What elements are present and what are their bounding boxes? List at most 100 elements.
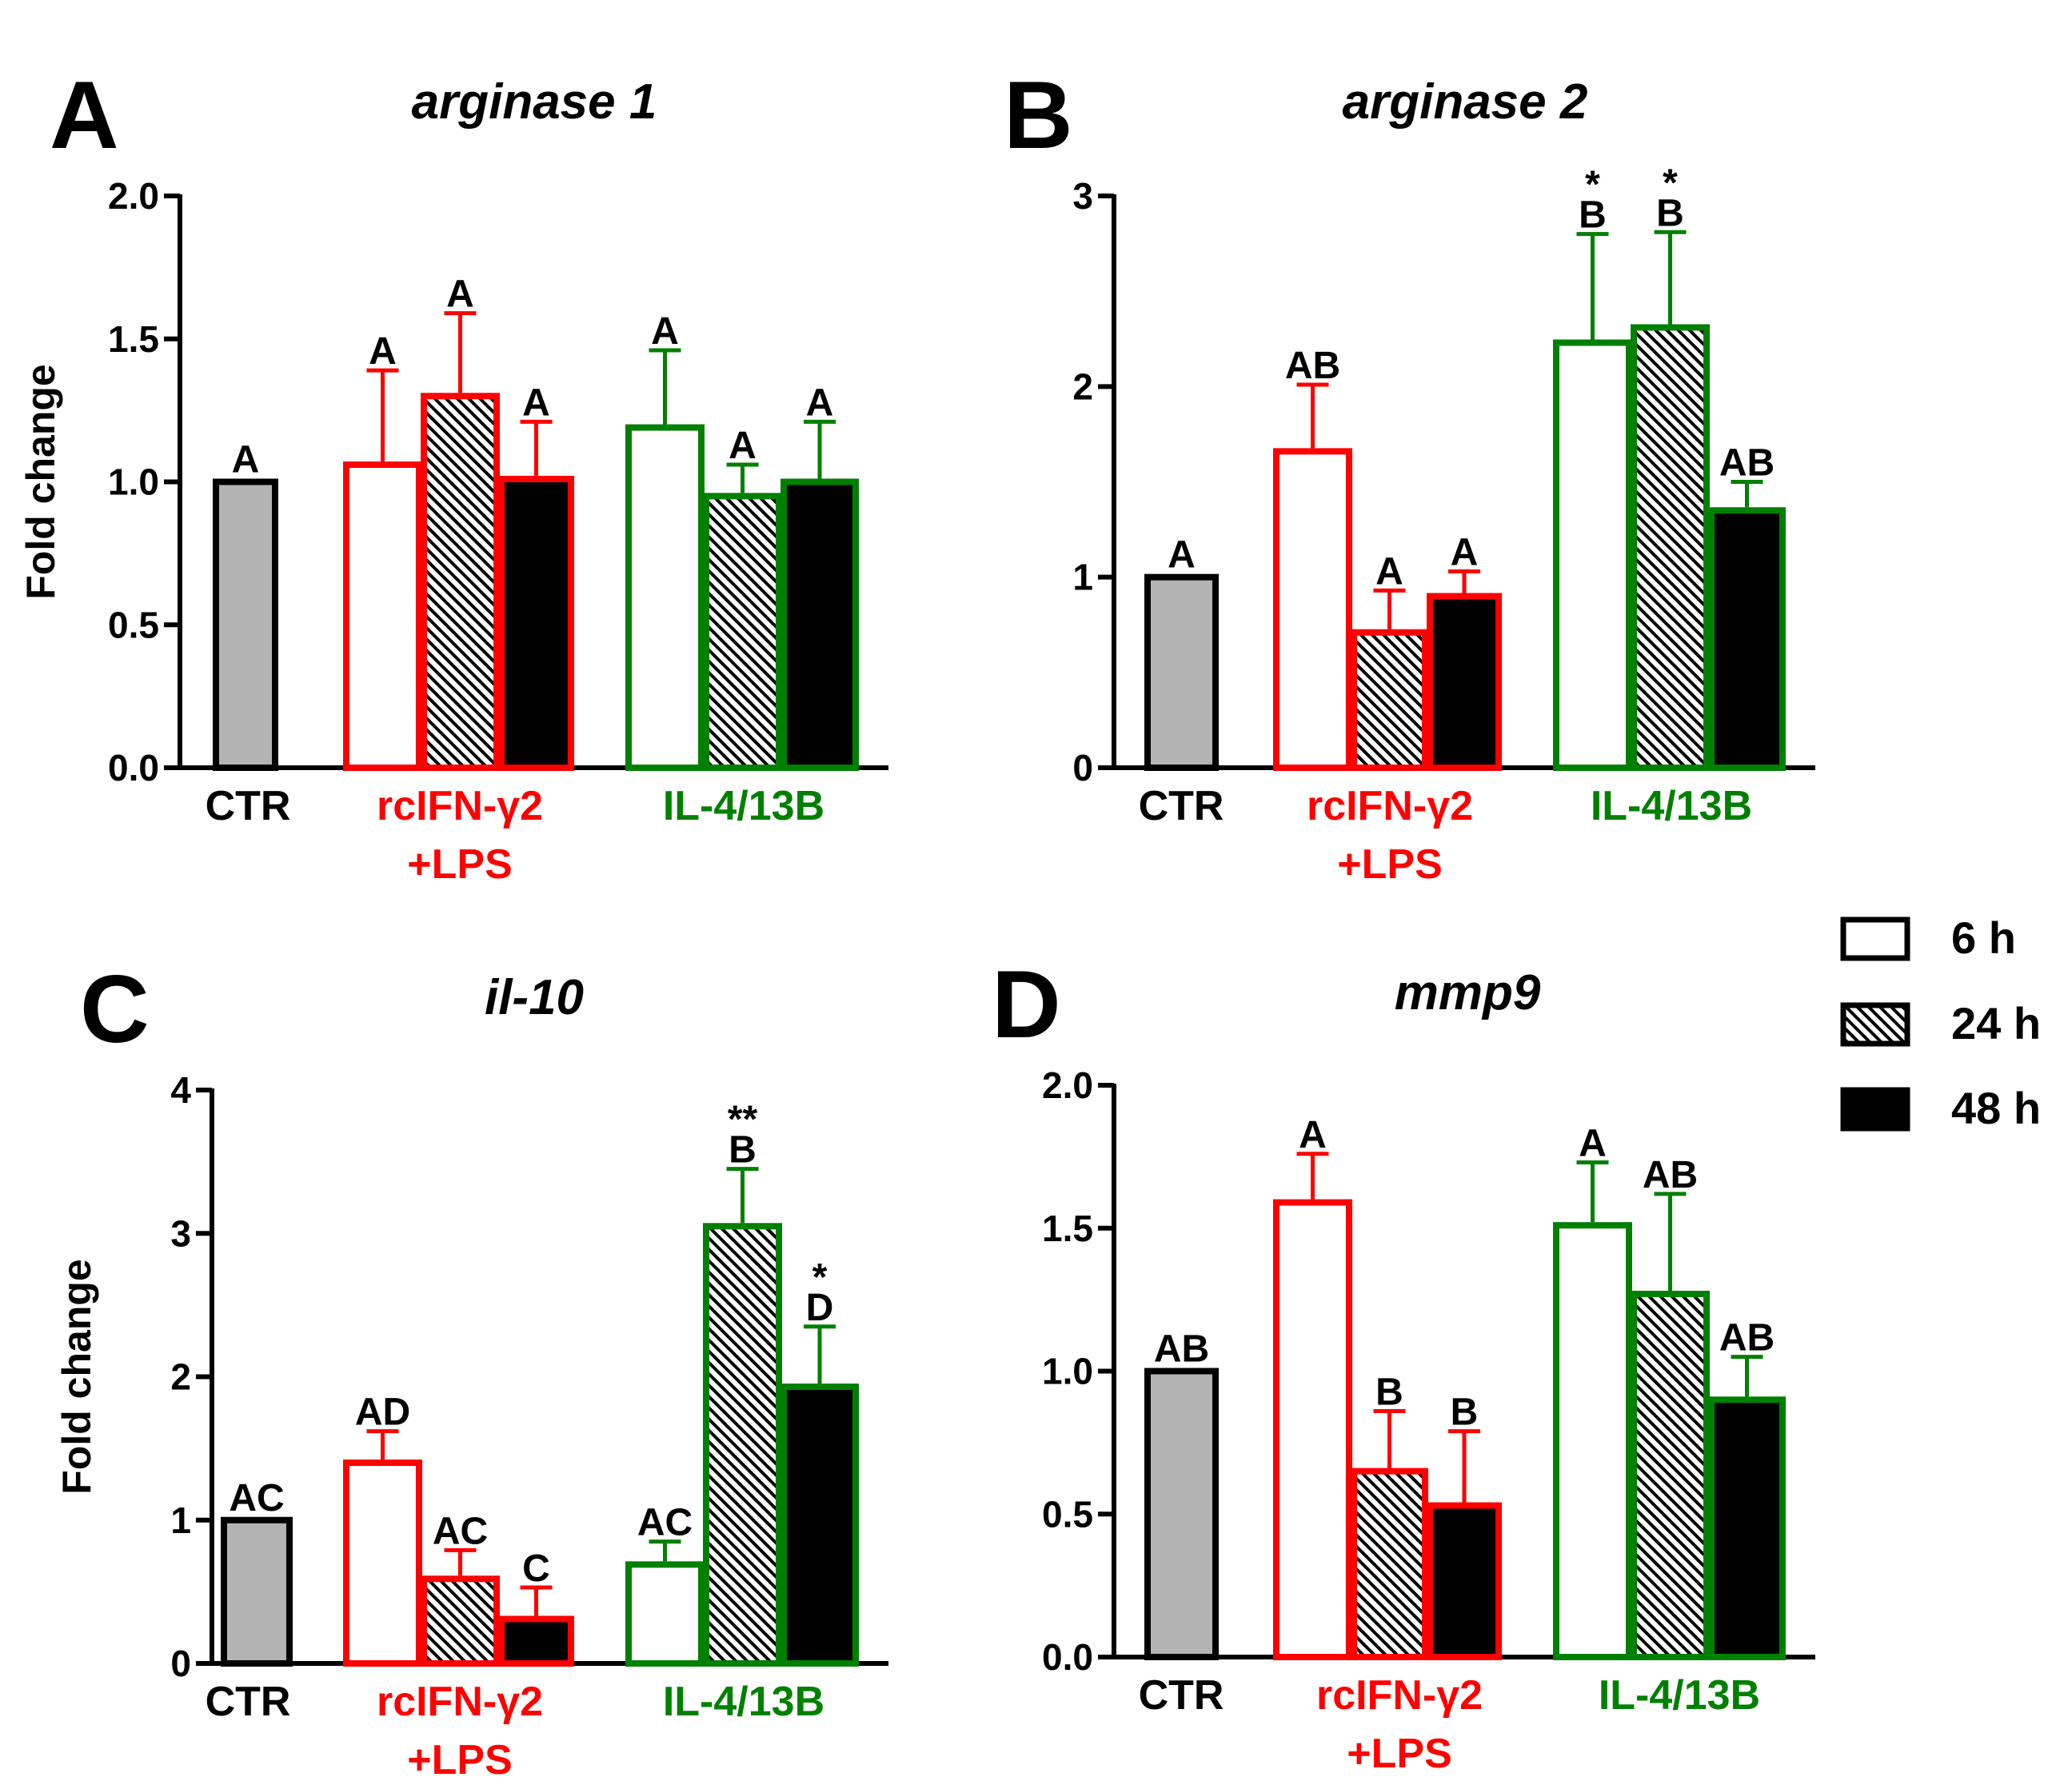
bar-il4-6h bbox=[1553, 1222, 1632, 1661]
y-tick-label: 2.0 bbox=[108, 175, 159, 217]
bar-ctr-CTR bbox=[1144, 573, 1219, 772]
significance-label: AB bbox=[1719, 1317, 1775, 1360]
significance-label: AC bbox=[637, 1502, 693, 1544]
legend-label: 48 h bbox=[1951, 1083, 2041, 1133]
significance-label: B bbox=[1579, 194, 1607, 237]
legend-swatch-solid bbox=[1840, 1087, 1910, 1132]
significance-label: AB bbox=[1285, 345, 1340, 387]
panel-letter: D bbox=[992, 951, 1061, 1058]
significance-label: C bbox=[522, 1547, 550, 1590]
significance-label: D bbox=[806, 1287, 834, 1329]
y-tick-label: 1 bbox=[1072, 557, 1093, 598]
bar-il4-24h bbox=[1631, 324, 1710, 771]
significance-label: B bbox=[729, 1129, 757, 1172]
y-tick-label: 3 bbox=[1072, 175, 1093, 217]
y-tick-label: 0.0 bbox=[1042, 1636, 1093, 1678]
y-axis-label: Fold change bbox=[54, 1259, 99, 1494]
significance-label: * bbox=[1585, 164, 1600, 206]
group-label: +LPS bbox=[407, 841, 513, 888]
significance-label: A bbox=[729, 425, 757, 467]
significance-label: * bbox=[812, 1256, 828, 1299]
panel-title: il-10 bbox=[485, 970, 584, 1025]
group-label: rcIFN-γ2 bbox=[377, 1679, 543, 1725]
bar-il4-24h bbox=[1631, 1290, 1710, 1660]
y-tick-label: 4 bbox=[170, 1069, 191, 1111]
y-tick-label: 2 bbox=[170, 1356, 191, 1398]
significance-label: ** bbox=[728, 1099, 758, 1141]
group-label: rcIFN-γ2 bbox=[377, 783, 543, 829]
group-label: CTR bbox=[1139, 1672, 1224, 1719]
bar-il4-48h bbox=[780, 1384, 859, 1667]
significance-label: AC bbox=[229, 1477, 284, 1519]
significance-label: B bbox=[1375, 1372, 1403, 1414]
group-label: CTR bbox=[1139, 783, 1224, 829]
group-label: +LPS bbox=[1347, 1731, 1452, 1777]
bar-ifn-6h bbox=[343, 1460, 422, 1667]
significance-label: A bbox=[1299, 1114, 1327, 1156]
significance-label: A bbox=[369, 330, 397, 373]
bar-ctr-CTR bbox=[221, 1516, 293, 1667]
significance-label: A bbox=[446, 274, 474, 316]
y-tick-label: 1.5 bbox=[108, 318, 159, 360]
significance-label: AC bbox=[433, 1510, 488, 1552]
panel-letter: B bbox=[1004, 62, 1073, 169]
panel-title: arginase 1 bbox=[412, 74, 657, 130]
bar-il4-6h bbox=[625, 424, 705, 771]
significance-label: AD bbox=[355, 1392, 410, 1434]
y-tick-label: 0.0 bbox=[108, 747, 159, 789]
y-tick-label: 1 bbox=[170, 1499, 191, 1541]
bar-ifn-6h bbox=[1273, 448, 1352, 771]
bar-il4-24h bbox=[703, 1223, 782, 1667]
bar-ifn-6h bbox=[343, 461, 422, 771]
significance-label: A bbox=[1168, 534, 1196, 577]
group-label: IL-4/13B bbox=[1591, 783, 1752, 829]
significance-label: AB bbox=[1719, 442, 1775, 485]
y-tick-label: 1.0 bbox=[108, 461, 159, 503]
bar-il4-6h bbox=[625, 1561, 705, 1667]
bar-ifn-24h bbox=[1351, 629, 1428, 771]
y-tick-label: 1.5 bbox=[1042, 1208, 1093, 1249]
y-tick-label: 3 bbox=[170, 1212, 191, 1254]
y-tick-label: 1.0 bbox=[1042, 1351, 1093, 1392]
significance-label: A bbox=[1375, 550, 1403, 593]
bar-il4-48h bbox=[1708, 1396, 1786, 1660]
significance-label: A bbox=[1451, 532, 1479, 574]
legend-swatch-hatched bbox=[1840, 1002, 1910, 1047]
y-tick-label: 2 bbox=[1072, 365, 1093, 407]
bar-ifn-48h bbox=[1427, 1502, 1502, 1661]
bar-ifn-48h bbox=[1427, 593, 1502, 771]
bar-ifn-48h bbox=[498, 475, 574, 771]
group-label: IL-4/13B bbox=[663, 783, 824, 829]
significance-label: A bbox=[522, 381, 550, 424]
legend: 6 h 24 h 48 h bbox=[1840, 912, 2041, 1133]
significance-label: A bbox=[806, 381, 834, 424]
significance-label: B bbox=[1451, 1392, 1479, 1434]
legend-swatch-open bbox=[1840, 916, 1910, 961]
y-axis-label: Fold change bbox=[18, 364, 63, 599]
panel-letter: A bbox=[50, 62, 119, 169]
group-label: CTR bbox=[206, 1679, 291, 1725]
bar-ifn-24h bbox=[421, 1575, 500, 1667]
group-label: IL-4/13B bbox=[1599, 1672, 1760, 1719]
legend-label: 6 h bbox=[1951, 912, 2016, 963]
bar-il4-6h bbox=[1553, 339, 1632, 771]
legend-label: 24 h bbox=[1951, 998, 2041, 1048]
panel-title: arginase 2 bbox=[1343, 74, 1588, 130]
y-tick-label: 0 bbox=[170, 1643, 191, 1684]
significance-label: AB bbox=[1154, 1328, 1209, 1371]
bar-ifn-48h bbox=[498, 1615, 574, 1667]
significance-label: B bbox=[1656, 192, 1684, 234]
y-tick-label: 0 bbox=[1072, 747, 1093, 789]
bar-ifn-24h bbox=[1351, 1468, 1428, 1660]
bar-ifn-6h bbox=[1273, 1199, 1352, 1660]
group-label: rcIFN-γ2 bbox=[1307, 783, 1473, 829]
significance-label: A bbox=[651, 310, 679, 353]
y-tick-label: 0.5 bbox=[1042, 1493, 1093, 1535]
bar-ctr-CTR bbox=[1144, 1368, 1219, 1660]
significance-label: AB bbox=[1643, 1154, 1698, 1196]
panel-letter: C bbox=[80, 956, 150, 1063]
